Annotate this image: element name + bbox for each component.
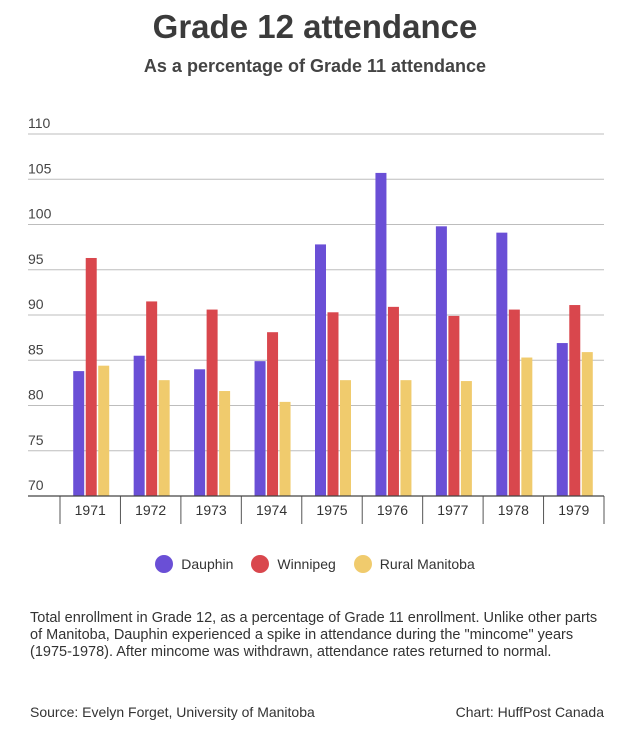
bar-winnipeg-1978 (508, 309, 520, 496)
bar-dauphin-1974 (254, 361, 266, 496)
legend-swatch-rural-manitoba (353, 555, 372, 573)
legend-item-winnipeg: Winnipeg (251, 555, 336, 573)
x-tick-label: 1972 (135, 502, 166, 518)
legend-swatch-winnipeg (251, 555, 270, 573)
bar-dauphin-1979 (556, 343, 568, 496)
x-tick-label: 1975 (316, 502, 347, 518)
bar-winnipeg-1979 (569, 305, 581, 496)
x-tick-label: 1974 (256, 502, 287, 518)
bar-rural-manitoba-1978 (521, 357, 533, 496)
bar-winnipeg-1975 (327, 312, 339, 496)
legend-label-dauphin: Dauphin (181, 556, 234, 572)
bar-dauphin-1976 (375, 172, 387, 497)
y-tick-label: 100 (28, 206, 52, 222)
y-tick-label: 90 (28, 296, 44, 312)
chart-subtitle: As a percentage of Grade 11 attendance (143, 56, 487, 76)
x-tick-label: 1977 (437, 502, 468, 518)
bar-dauphin-1977 (435, 226, 447, 496)
bar-winnipeg-1972 (146, 301, 158, 496)
bar-dauphin-1978 (496, 232, 508, 496)
legend-label-rural-manitoba: Rural Manitoba (379, 556, 475, 572)
legend-item-dauphin: Dauphin (155, 555, 233, 573)
bar-dauphin-1975 (315, 244, 326, 496)
x-tick-label: 1973 (196, 502, 227, 518)
bar-winnipeg-1976 (387, 306, 399, 496)
x-tick-label: 1978 (498, 502, 529, 518)
source-credit: Source: Evelyn Forget, University of Man… (30, 704, 315, 720)
x-tick-label: 1979 (558, 502, 589, 518)
bar-dauphin-1973 (194, 369, 206, 496)
bar-rural-manitoba-1976 (400, 380, 412, 496)
bar-winnipeg-1971 (85, 257, 97, 496)
bar-chart: 70 75 80 85 90 95 100 105 110 1971 1972 1973 1974 197… (28, 115, 605, 524)
chart-legend: Dauphin Winnipeg Rural Manitoba (0, 555, 630, 573)
bar-rural-manitoba-1972 (158, 380, 170, 496)
x-tick-label: 1971 (75, 502, 106, 518)
bar-rural-manitoba-1977 (460, 381, 472, 496)
y-tick-label: 105 (28, 160, 52, 176)
y-tick-label: 85 (28, 341, 44, 357)
bar-dauphin-1972 (133, 355, 145, 496)
x-tick-label: 1976 (377, 502, 408, 518)
chart-note: Total enrollment in Grade 12, as a perce… (30, 610, 598, 660)
chart-credit: Chart: HuffPost Canada (455, 704, 604, 720)
bar-winnipeg-1973 (206, 309, 218, 496)
y-tick-label: 110 (28, 115, 51, 131)
y-tick-label: 75 (28, 432, 44, 448)
bar-rural-manitoba-1975 (340, 380, 351, 496)
y-tick-label: 80 (28, 387, 44, 403)
bar-dauphin-1971 (73, 371, 85, 496)
y-tick-label: 70 (28, 477, 44, 493)
chart-title: Grade 12 attendance (152, 8, 478, 45)
bar-rural-manitoba-1971 (98, 365, 110, 496)
y-tick-label: 95 (28, 251, 44, 267)
bar-winnipeg-1977 (448, 315, 460, 496)
bar-rural-manitoba-1979 (581, 352, 593, 496)
bar-winnipeg-1974 (267, 332, 279, 496)
legend-label-winnipeg: Winnipeg (277, 556, 336, 572)
legend-item-rural-manitoba: Rural Manitoba (353, 555, 475, 573)
bar-rural-manitoba-1973 (219, 391, 231, 496)
bar-rural-manitoba-1974 (279, 401, 291, 496)
legend-swatch-dauphin (155, 555, 174, 573)
